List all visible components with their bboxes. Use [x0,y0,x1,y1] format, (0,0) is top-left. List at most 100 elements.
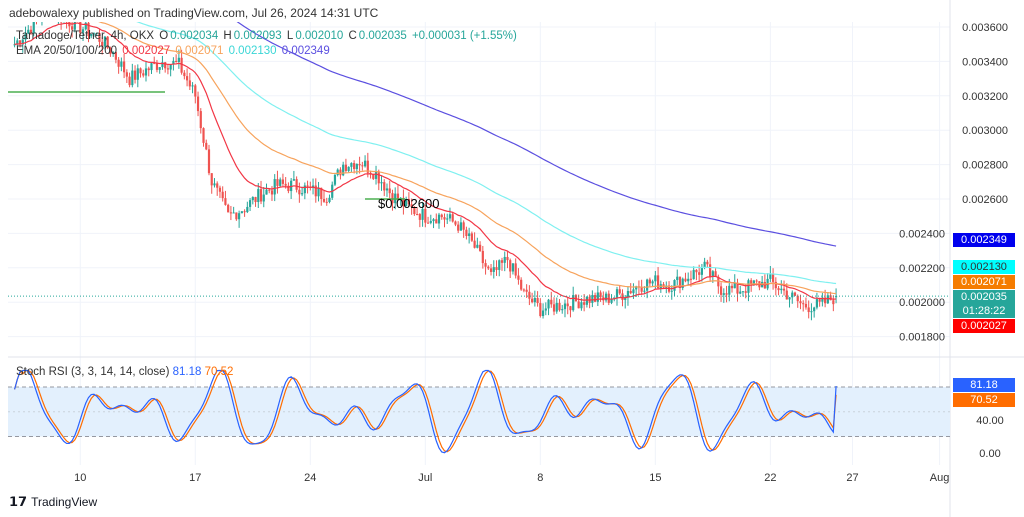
candle-body [106,36,109,48]
candle-body [18,40,22,45]
candle-body [470,233,473,241]
y-tick-label: 0.001800 [899,332,945,344]
candle-body [377,171,380,184]
candle-body [41,19,43,20]
candle-body [684,278,687,282]
ema50-line [98,22,837,295]
candle-body [49,7,51,17]
high-value: 0.002093 [233,30,282,42]
candle-body [314,185,317,197]
candle-body [240,211,243,214]
candle-body [676,276,679,281]
candle-body [555,302,558,312]
candle-body [92,33,96,35]
candle-body [32,22,35,34]
candle-body [295,179,298,190]
candle-body [391,193,394,204]
tradingview-logo[interactable]: 𝟭𝟳 TradingView [9,494,98,509]
candle-body [114,52,117,60]
candle-body [147,68,150,71]
stoch-d-line [13,369,837,453]
publish-info: adebowalexy published on TradingView.com… [9,6,379,20]
candle-body [750,280,753,285]
candle-body [810,311,813,313]
candle-body [205,142,208,150]
x-tick-label: 10 [74,472,86,484]
candle-body [150,63,153,71]
candle-body [84,22,87,30]
candle-body [717,276,720,287]
candle-body [347,166,350,171]
candle-body [506,256,509,261]
change-value: +0.000031 (+1.55%) [411,30,517,42]
candle-body [651,281,654,284]
candle-body [656,275,660,289]
candle-body [287,185,290,192]
candle-body [306,185,309,187]
candle-body [103,36,107,47]
candle-body [484,263,487,267]
candle-body [38,20,40,21]
candle-body [166,68,170,70]
y-tick-label: 0.003400 [962,56,1008,68]
candle-body [440,214,443,218]
candle-body [265,189,268,195]
x-tick-label: Aug [930,472,950,484]
candle-body [199,111,202,129]
candle-body [706,261,709,265]
candle-body [782,288,786,291]
candle-body [342,164,345,176]
candle-body [153,63,156,65]
candle-body [70,26,74,30]
candle-body [476,244,479,248]
candle-body [101,41,104,47]
candle-body [55,13,57,19]
candle-body [300,193,304,195]
candle-body [552,304,556,312]
candle-body [142,73,145,76]
candle-body [361,165,364,167]
ema100-line [136,22,837,285]
candle-body [678,276,682,288]
candle-body [131,70,134,86]
candle-body [539,303,542,317]
candle-body [689,278,693,280]
candle-body [437,214,441,224]
candle-body [172,60,175,65]
candle-body [216,183,219,188]
x-tick-label: 24 [304,472,316,484]
candle-body [747,280,750,293]
candle-body [355,163,358,170]
candle-body [218,187,222,192]
candle-body [66,17,68,20]
candle-body [503,256,506,263]
candle-body [62,22,65,23]
candle-body [243,211,246,213]
stoch-legend: Stoch RSI (3, 3, 14, 14, close) 81.18 70… [16,366,234,378]
y-tick-label: 0.002600 [962,194,1008,206]
ema50-value: 0.002071 [175,45,224,57]
candle-body [593,295,597,302]
candle-body [788,297,791,300]
ema100-value: 0.002130 [228,45,277,57]
candle-body [221,191,224,199]
candle-body [604,293,608,301]
candle-body [112,52,115,55]
candle-body [481,250,484,264]
candle-body [202,128,205,143]
candle-body [136,68,139,80]
candle-body [383,182,386,191]
candle-body [646,279,649,291]
candle-body [733,282,736,289]
candle-body [333,174,337,185]
candle-body [654,275,657,282]
candle-body [769,274,772,279]
candle-body [489,268,493,272]
ema200-value: 0.002349 [281,45,330,57]
candle-body [462,222,465,230]
candle-body [227,204,230,213]
candle-body [185,76,189,81]
candle-body [81,29,85,33]
candle-body [459,222,463,231]
